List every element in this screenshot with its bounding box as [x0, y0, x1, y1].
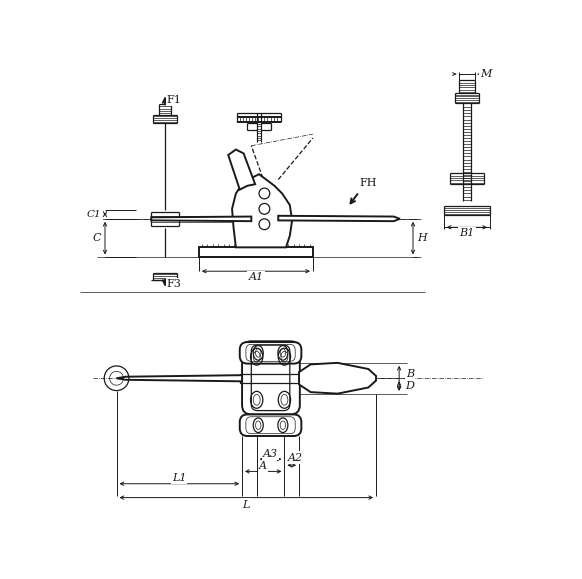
Polygon shape — [151, 217, 251, 221]
Text: H: H — [417, 233, 427, 243]
Polygon shape — [199, 247, 313, 257]
Polygon shape — [116, 375, 242, 382]
Text: FH: FH — [360, 178, 377, 188]
Text: F1: F1 — [167, 94, 182, 105]
Text: M: M — [480, 69, 491, 79]
Text: L: L — [242, 500, 250, 510]
Text: A1: A1 — [249, 272, 264, 283]
Text: A: A — [259, 461, 267, 471]
Text: C: C — [93, 233, 101, 243]
Text: B: B — [406, 369, 414, 379]
Text: C1: C1 — [87, 210, 101, 219]
FancyBboxPatch shape — [242, 341, 300, 415]
Polygon shape — [232, 174, 292, 247]
FancyBboxPatch shape — [240, 342, 301, 364]
Polygon shape — [299, 363, 376, 394]
Text: A2: A2 — [288, 453, 303, 463]
Polygon shape — [278, 216, 400, 221]
Text: B1: B1 — [459, 229, 474, 239]
Text: L1: L1 — [172, 474, 186, 483]
Text: A3: A3 — [263, 449, 278, 459]
Polygon shape — [228, 149, 255, 189]
Text: F3: F3 — [167, 279, 182, 290]
Text: D: D — [406, 381, 414, 391]
FancyBboxPatch shape — [240, 415, 301, 436]
